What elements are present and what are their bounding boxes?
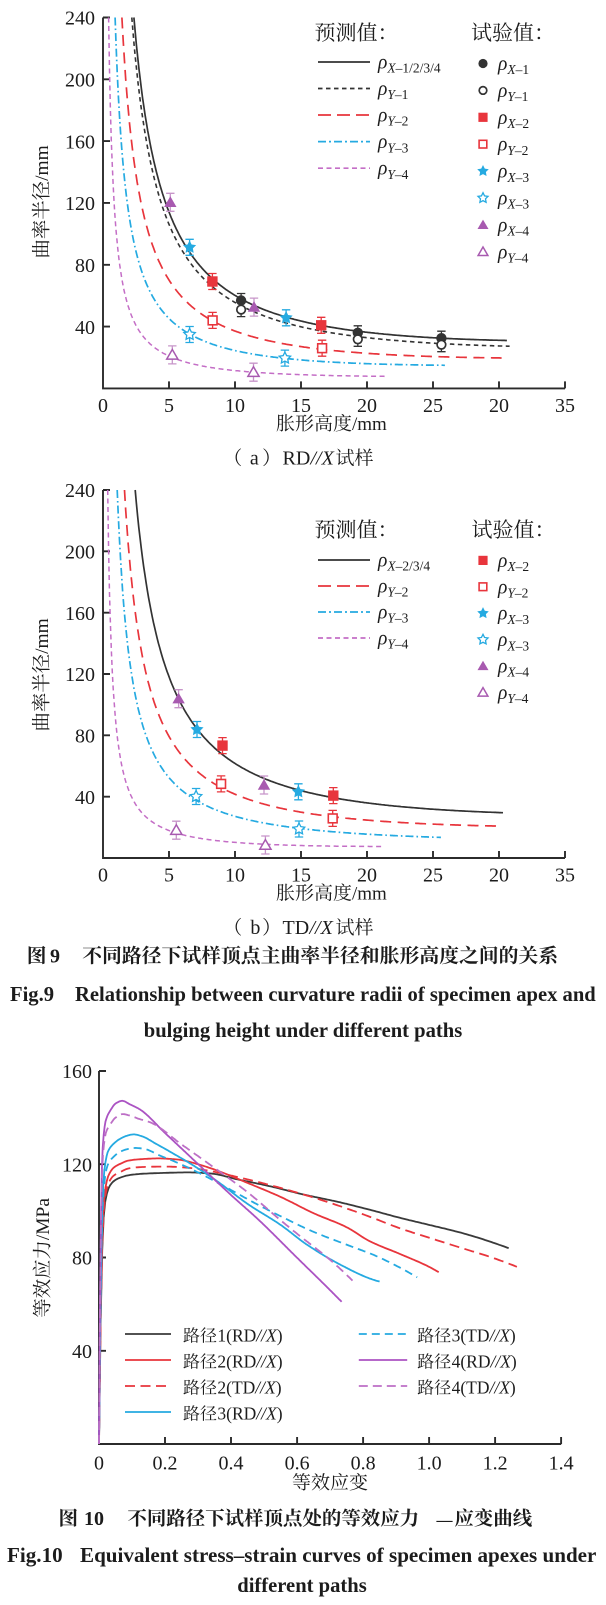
svg-text:0.6: 0.6 [285, 1453, 310, 1475]
svg-text:/mm: /mm [32, 145, 53, 181]
svg-text:120: 120 [65, 193, 95, 215]
svg-text:Equivalent stress–strain curve: Equivalent stress–strain curves of speci… [80, 1543, 596, 1567]
svg-text://X: //X [310, 448, 335, 470]
svg-text:b: b [250, 917, 260, 939]
svg-text:20: 20 [357, 865, 377, 887]
svg-text://X: //X [309, 917, 334, 939]
svg-text:5: 5 [164, 395, 174, 417]
svg-text:Fig.9: Fig.9 [10, 984, 54, 1006]
svg-text:0.2: 0.2 [153, 1453, 178, 1475]
svg-text:3(TD//X): 3(TD//X) [452, 1326, 516, 1346]
svg-text:1.2: 1.2 [483, 1453, 508, 1475]
svg-text:25: 25 [423, 865, 443, 887]
svg-text:20: 20 [357, 395, 377, 417]
svg-text:4(RD//X): 4(RD//X) [452, 1352, 517, 1372]
svg-text:0.8: 0.8 [351, 1453, 376, 1475]
svg-text:3(RD//X): 3(RD//X) [217, 1404, 282, 1424]
svg-text:different paths: different paths [237, 1575, 366, 1597]
svg-text:80: 80 [75, 255, 95, 277]
svg-text:20: 20 [489, 865, 509, 887]
svg-text:0: 0 [94, 1453, 104, 1475]
svg-text:80: 80 [72, 1248, 92, 1270]
svg-text:15: 15 [291, 865, 311, 887]
svg-text:—: — [436, 1512, 454, 1529]
svg-text:0.4: 0.4 [219, 1453, 244, 1475]
svg-text:10: 10 [225, 395, 245, 417]
svg-text:TD: TD [283, 917, 310, 939]
svg-text:/mm: /mm [352, 884, 387, 905]
svg-text:2(RD//X): 2(RD//X) [217, 1352, 282, 1372]
svg-text:/mm: /mm [352, 414, 387, 435]
svg-text:15: 15 [291, 395, 311, 417]
svg-text:160: 160 [65, 603, 95, 625]
svg-text:120: 120 [65, 664, 95, 686]
svg-text:120: 120 [62, 1155, 92, 1177]
svg-text:/MPa: /MPa [33, 1198, 54, 1240]
svg-text:RD: RD [283, 448, 311, 470]
svg-text:200: 200 [65, 542, 95, 564]
svg-text:240: 240 [65, 8, 95, 30]
svg-text:10: 10 [84, 1508, 104, 1530]
svg-text:80: 80 [75, 726, 95, 748]
svg-text:Fig.10: Fig.10 [7, 1543, 63, 1567]
svg-text:200: 200 [65, 70, 95, 92]
svg-text:/mm: /mm [32, 618, 53, 654]
svg-text:5: 5 [164, 865, 174, 887]
svg-text:1.4: 1.4 [549, 1453, 574, 1475]
svg-text:0: 0 [98, 395, 108, 417]
svg-text:40: 40 [72, 1341, 92, 1363]
svg-text:20: 20 [489, 395, 509, 417]
svg-text:bulging height under different: bulging height under different paths [144, 1020, 463, 1042]
svg-text:2(TD//X): 2(TD//X) [217, 1378, 281, 1398]
svg-text:40: 40 [75, 317, 95, 339]
svg-text:0: 0 [98, 865, 108, 887]
svg-text:35: 35 [555, 865, 575, 887]
svg-text:40: 40 [75, 787, 95, 809]
svg-text:9: 9 [50, 946, 60, 968]
svg-text:160: 160 [62, 1061, 92, 1083]
svg-text:240: 240 [65, 480, 95, 502]
svg-text:160: 160 [65, 131, 95, 153]
svg-text:1(RD//X): 1(RD//X) [217, 1326, 282, 1346]
svg-text:a: a [250, 448, 259, 470]
svg-text:25: 25 [423, 395, 443, 417]
svg-text:Relationship between curvature: Relationship between curvature radii of … [75, 984, 596, 1006]
svg-text:35: 35 [555, 395, 575, 417]
svg-text:1.0: 1.0 [417, 1453, 442, 1475]
svg-text:4(TD//X): 4(TD//X) [452, 1378, 516, 1398]
svg-text:10: 10 [225, 865, 245, 887]
